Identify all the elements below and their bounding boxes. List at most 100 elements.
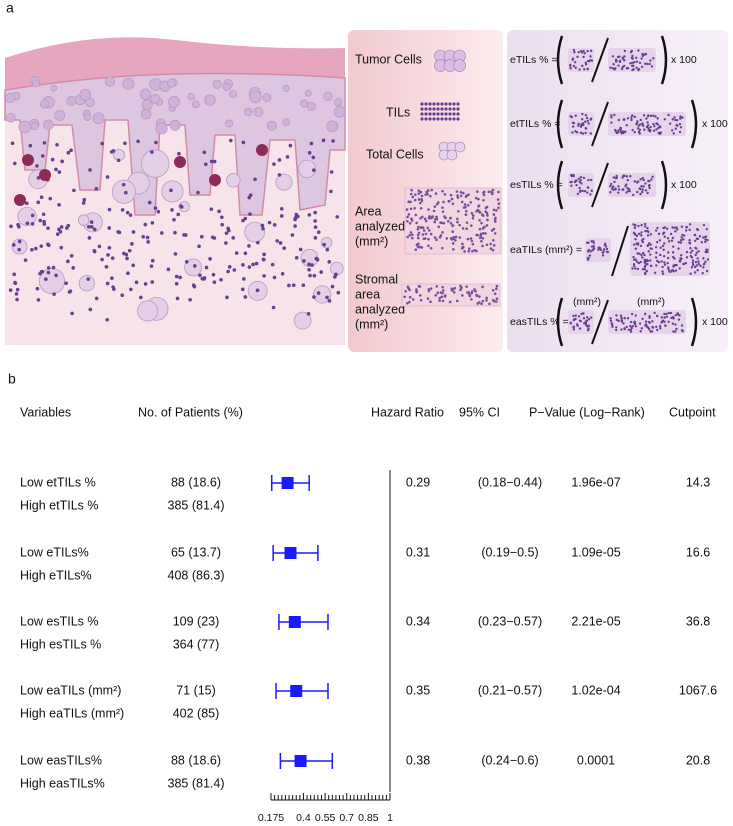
patients: 364 (77) (173, 637, 220, 651)
icon-dot (427, 216, 431, 220)
cell (204, 94, 216, 106)
cell (262, 93, 272, 102)
icon-dot (419, 245, 422, 249)
lymphocyte (172, 217, 176, 222)
icon-dot (477, 204, 480, 208)
icon-tils (456, 112, 460, 116)
icon-dot (414, 213, 418, 217)
icon-dot (454, 235, 458, 239)
icon-dot (577, 177, 581, 180)
lymphocyte (15, 297, 19, 302)
icon-dot (679, 117, 682, 120)
p-value: 1.96e-07 (571, 475, 620, 489)
lymphocyte (267, 220, 272, 225)
lymphocyte (220, 222, 225, 227)
icon-dot (576, 324, 579, 327)
lymphocyte (327, 299, 332, 303)
icon-dot (465, 285, 468, 288)
icon-dot (642, 185, 645, 188)
icon-dot (637, 49, 640, 52)
icon-dot (649, 243, 652, 246)
icon-dot (629, 62, 632, 65)
icon-dot (625, 175, 629, 178)
lymphocyte (204, 265, 209, 270)
lymphocyte (253, 177, 257, 182)
cell (253, 107, 264, 117)
row-label: High esTILs % (20, 637, 101, 651)
column-header: 95% CI (459, 405, 500, 419)
icon-dot (655, 259, 659, 263)
icon-dot (439, 234, 443, 237)
icon-dot (404, 290, 407, 293)
icon-dot (572, 121, 576, 125)
lymphocyte (150, 150, 154, 154)
lymphocyte (212, 159, 217, 164)
icon-dot (495, 284, 499, 288)
icon-tissue (630, 222, 710, 276)
icon-dot (424, 219, 428, 223)
icon-dot (475, 293, 478, 297)
icon-dot (641, 188, 645, 191)
icon-dot (693, 233, 696, 237)
icon-dot (609, 317, 612, 320)
cutpoint: 16.6 (686, 545, 710, 559)
icon-dot (671, 251, 675, 254)
icon-dot (609, 319, 613, 322)
legend-label: TILs (386, 105, 410, 119)
lymphocyte (59, 245, 64, 250)
lymphocyte (145, 235, 150, 240)
icon-dot (475, 233, 478, 237)
icon-dot (702, 263, 706, 266)
icon-dot (706, 258, 710, 261)
icon-dot (671, 226, 674, 229)
lymphocyte (129, 287, 133, 292)
icon-dot (586, 119, 589, 123)
icon-dot (660, 260, 663, 263)
patients: 402 (85) (173, 706, 220, 720)
icon-dot (675, 123, 678, 127)
hr-marker (281, 477, 294, 489)
tumor-cell (39, 169, 51, 181)
icon-dot (413, 206, 416, 210)
icon-dot (605, 250, 609, 253)
icon-dot (583, 189, 587, 193)
lymphocyte (247, 265, 252, 269)
icon-dot (691, 259, 695, 262)
cutpoint: 36.8 (686, 614, 710, 628)
cell (78, 275, 95, 292)
lymphocyte (97, 244, 102, 249)
icon-dot (639, 118, 642, 122)
icon-tils (436, 107, 440, 111)
icon-dot (638, 322, 642, 325)
icon-dot (689, 247, 692, 250)
icon-dot (631, 114, 634, 117)
icon-dot (494, 300, 498, 303)
icon-dot (614, 60, 618, 63)
formula-suffix: x 100 (671, 179, 697, 191)
lymphocyte (183, 233, 188, 237)
icon-dot (680, 236, 683, 239)
icon-dot (626, 187, 629, 190)
icon-dot (484, 206, 488, 210)
icon-dot (441, 299, 445, 303)
icon-dot (676, 312, 679, 315)
icon-dot (409, 200, 412, 204)
icon-dot (665, 227, 669, 231)
lymphocyte (325, 295, 329, 300)
lymphocyte (8, 288, 13, 292)
lymphocyte (147, 200, 152, 205)
icon-dot (411, 298, 415, 301)
icon-dot (577, 122, 580, 125)
icon-dot (575, 183, 578, 187)
icon-tils (432, 117, 436, 121)
icon-dot (571, 125, 575, 128)
icon-dot (681, 116, 684, 119)
icon-dot (419, 298, 423, 302)
row-label: Low eTILs% (20, 545, 89, 559)
lymphocyte (242, 277, 246, 281)
icon-dot (663, 261, 666, 264)
icon-dot (706, 250, 709, 254)
icon-dot (417, 192, 421, 195)
icon-dot (582, 55, 585, 59)
icon-dot (492, 208, 496, 212)
